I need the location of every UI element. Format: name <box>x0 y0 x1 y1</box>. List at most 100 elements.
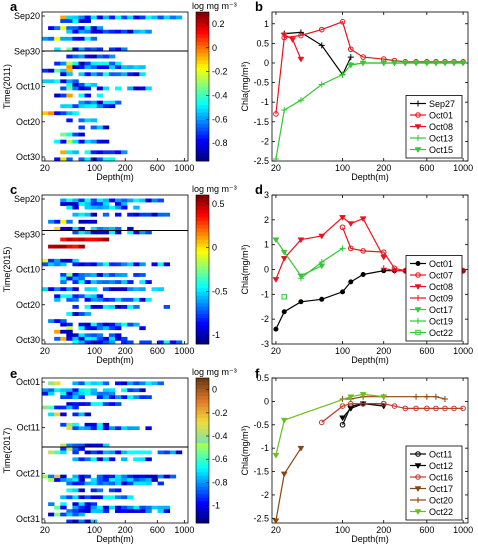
heatmap-cell <box>84 326 91 331</box>
heatmap-cell <box>139 297 146 302</box>
heatmap-cell <box>90 333 98 338</box>
heatmap-cell <box>48 26 55 31</box>
heatmap-cell <box>72 426 79 431</box>
colorbar-segment <box>196 284 209 289</box>
heatmap-cell <box>121 205 128 210</box>
heatmap-cell <box>102 478 110 482</box>
data-point-oct12 <box>339 415 347 422</box>
heatmap-cell <box>84 481 91 486</box>
heatmap-cell <box>78 509 85 513</box>
legend-marker-oct22 <box>415 329 421 336</box>
heatmap-cell <box>96 61 104 66</box>
data-point-oct16 <box>402 405 409 412</box>
heatmap-cell <box>78 505 85 510</box>
heatmap-cell <box>121 65 128 70</box>
heatmap-cell <box>60 198 67 203</box>
heatmap-cell <box>66 481 73 486</box>
heatmap-cell <box>96 340 104 345</box>
heatmap-cell <box>121 505 128 510</box>
heatmap-cell <box>102 326 110 331</box>
legend-marker-oct15 <box>414 147 422 153</box>
heatmap-cell <box>84 150 91 155</box>
x-tick-label: 200 <box>376 525 391 535</box>
heatmap-cell <box>78 198 85 203</box>
heatmap-cell <box>139 481 146 486</box>
legend-label: Oct08 <box>429 282 453 292</box>
heatmap-cell <box>102 509 110 513</box>
heatmap-cell <box>145 450 152 455</box>
heatmap-cell <box>102 495 110 500</box>
heatmap-cell <box>72 244 79 249</box>
heatmap-cell <box>115 488 122 493</box>
heatmap-cell <box>48 412 55 417</box>
data-point-oct17 <box>272 518 280 525</box>
heatmap-cell <box>60 450 67 455</box>
heatmap-cell <box>66 244 73 249</box>
heatmap-cell <box>48 391 55 396</box>
heatmap-cell <box>84 72 91 77</box>
heatmap-cell <box>60 478 67 482</box>
colorbar-segment <box>196 303 209 308</box>
colorbar-segment <box>196 269 209 274</box>
heatmap-cell <box>66 488 73 493</box>
heatmap-cell <box>169 15 177 20</box>
colorbar-segment <box>196 75 209 80</box>
heatmap-cell <box>90 322 98 327</box>
heatmap-cell <box>72 26 79 31</box>
heatmap-cell <box>72 65 79 70</box>
heatmap-cell <box>139 450 146 455</box>
colorbar-segment <box>196 239 209 244</box>
heatmap-cell <box>84 29 91 34</box>
data-point-oct16 <box>339 403 346 409</box>
y-axis-label: Chla(mg/m³) <box>240 425 250 475</box>
colorbar-tick-label: -0.4 <box>212 90 228 100</box>
heatmap-cell <box>66 36 73 41</box>
heatmap-cell <box>115 262 122 267</box>
heatmap-cell <box>127 212 134 217</box>
heatmap-cell <box>115 478 122 482</box>
heatmap-cell <box>169 340 177 345</box>
panel-label-e: e <box>10 366 17 381</box>
heatmap-cell <box>102 426 110 431</box>
heatmap-cell <box>66 426 73 431</box>
heatmap-cell <box>78 93 85 98</box>
colorbar-segment <box>196 417 209 422</box>
heatmap-cell <box>127 395 134 400</box>
heatmap-cell <box>96 230 104 235</box>
heatmap-cell <box>108 262 116 267</box>
heatmap-cell <box>127 304 134 309</box>
heatmap-cell <box>121 336 128 341</box>
x-tick-label: 600 <box>150 346 165 356</box>
legend-marker-oct19 <box>415 318 421 324</box>
data-point-oct15 <box>380 60 388 67</box>
heatmap-cell <box>84 15 91 20</box>
heatmap-cell <box>115 509 122 513</box>
legend-label: Oct13 <box>429 134 453 144</box>
data-point-oct01 <box>318 26 325 33</box>
heatmap-cell <box>102 457 110 462</box>
heatmap-cell <box>121 287 128 292</box>
heatmap-cell <box>115 395 122 400</box>
x-tick-label: 1000 <box>453 525 473 535</box>
legend-marker-oct08 <box>414 124 422 130</box>
y-tick-label: 1 <box>264 19 269 29</box>
heatmap-cell <box>145 280 152 284</box>
heatmap-cell <box>72 258 79 263</box>
heatmap-cell <box>102 61 110 66</box>
y-tick-label: Oct30 <box>16 335 40 345</box>
colorbar-segment <box>196 108 209 113</box>
y-tick-label: 1 <box>264 240 269 250</box>
heatmap-cell <box>108 157 116 162</box>
heatmap-cell <box>108 333 116 338</box>
heatmap-cell <box>48 478 55 482</box>
heatmap-cell <box>84 304 91 309</box>
heatmap-cell <box>133 388 140 393</box>
legend-marker-oct01 <box>415 261 421 266</box>
heatmap-cell <box>72 230 79 235</box>
heatmap-cell <box>54 47 61 52</box>
heatmap-cell <box>84 388 91 393</box>
heatmap-cell <box>90 29 98 34</box>
x-tick-label: 100 <box>87 346 102 356</box>
colorbar-segment <box>196 49 209 54</box>
